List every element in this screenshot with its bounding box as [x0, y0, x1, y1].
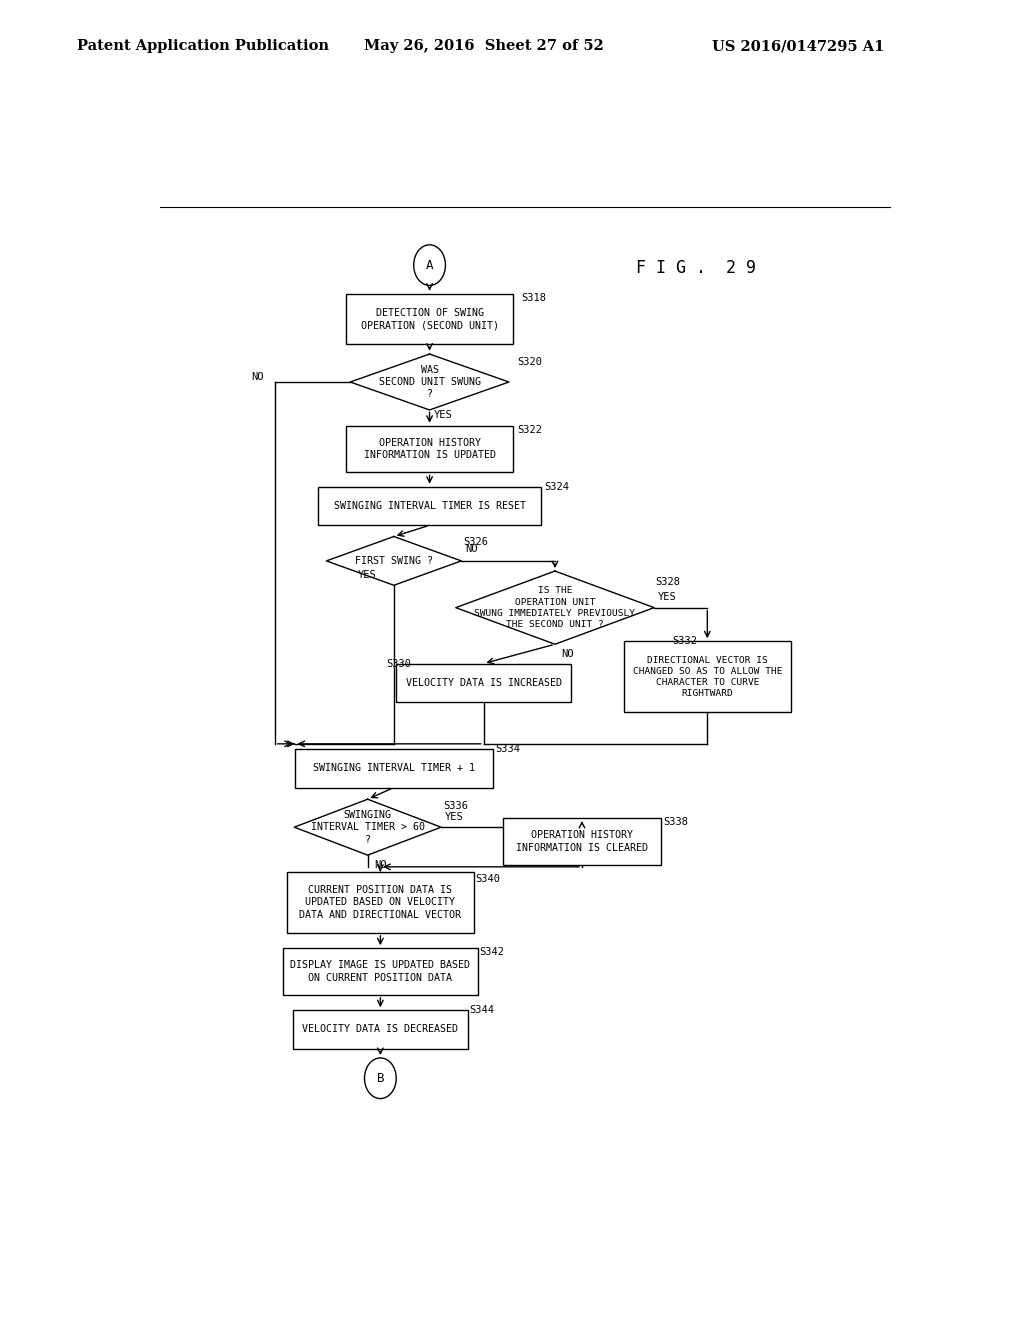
- Text: OPERATION HISTORY
INFORMATION IS CLEARED: OPERATION HISTORY INFORMATION IS CLEARED: [516, 830, 648, 853]
- Text: YES: YES: [658, 593, 677, 602]
- Text: SWINGING
INTERVAL TIMER > 60
?: SWINGING INTERVAL TIMER > 60 ?: [310, 809, 425, 845]
- Circle shape: [414, 244, 445, 285]
- Text: B: B: [377, 1072, 384, 1085]
- Text: S326: S326: [463, 537, 487, 546]
- Text: S342: S342: [479, 948, 504, 957]
- Text: IS THE
OPERATION UNIT
SWUNG IMMEDIATELY PREVIOUSLY
THE SECOND UNIT ?: IS THE OPERATION UNIT SWUNG IMMEDIATELY …: [474, 586, 636, 628]
- Polygon shape: [294, 799, 441, 855]
- Text: May 26, 2016  Sheet 27 of 52: May 26, 2016 Sheet 27 of 52: [364, 40, 603, 53]
- Text: S330: S330: [387, 659, 412, 669]
- Text: NO: NO: [374, 861, 386, 870]
- Text: DETECTION OF SWING
OPERATION (SECOND UNIT): DETECTION OF SWING OPERATION (SECOND UNI…: [360, 308, 499, 330]
- Text: US 2016/0147295 A1: US 2016/0147295 A1: [712, 40, 884, 53]
- Polygon shape: [327, 536, 462, 585]
- FancyBboxPatch shape: [284, 948, 477, 995]
- FancyBboxPatch shape: [503, 818, 662, 865]
- Text: A: A: [426, 259, 433, 272]
- FancyBboxPatch shape: [346, 426, 513, 473]
- FancyBboxPatch shape: [346, 293, 513, 345]
- Text: S320: S320: [517, 356, 542, 367]
- Text: YES: YES: [445, 812, 464, 822]
- Text: F I G .  2 9: F I G . 2 9: [636, 259, 756, 277]
- Text: S318: S318: [521, 293, 546, 302]
- Circle shape: [365, 1057, 396, 1098]
- Text: VELOCITY DATA IS DECREASED: VELOCITY DATA IS DECREASED: [302, 1024, 459, 1035]
- FancyBboxPatch shape: [318, 487, 541, 525]
- FancyBboxPatch shape: [293, 1010, 468, 1049]
- Text: VELOCITY DATA IS INCREASED: VELOCITY DATA IS INCREASED: [406, 678, 561, 688]
- Text: S328: S328: [655, 577, 681, 587]
- Text: S344: S344: [469, 1006, 495, 1015]
- Text: DISPLAY IMAGE IS UPDATED BASED
ON CURRENT POSITION DATA: DISPLAY IMAGE IS UPDATED BASED ON CURREN…: [291, 961, 470, 982]
- Text: S340: S340: [475, 874, 500, 884]
- FancyBboxPatch shape: [624, 642, 791, 713]
- Text: YES: YES: [433, 409, 453, 420]
- Polygon shape: [456, 572, 654, 644]
- Text: NO: NO: [251, 372, 263, 381]
- Text: NO: NO: [561, 649, 573, 659]
- Text: FIRST SWING ?: FIRST SWING ?: [355, 556, 433, 566]
- Text: WAS
SECOND UNIT SWUNG
?: WAS SECOND UNIT SWUNG ?: [379, 364, 480, 400]
- FancyBboxPatch shape: [396, 664, 570, 702]
- Text: YES: YES: [358, 570, 377, 579]
- Text: NO: NO: [465, 544, 478, 553]
- Text: SWINGING INTERVAL TIMER + 1: SWINGING INTERVAL TIMER + 1: [313, 763, 475, 774]
- Text: Patent Application Publication: Patent Application Publication: [77, 40, 329, 53]
- FancyBboxPatch shape: [295, 748, 494, 788]
- Text: S322: S322: [517, 425, 542, 434]
- Text: S334: S334: [496, 744, 520, 754]
- Text: DIRECTIONAL VECTOR IS
CHANGED SO AS TO ALLOW THE
CHARACTER TO CURVE
RIGHTWARD: DIRECTIONAL VECTOR IS CHANGED SO AS TO A…: [633, 656, 782, 698]
- Text: S324: S324: [545, 482, 569, 492]
- Text: S338: S338: [663, 817, 688, 828]
- Text: S336: S336: [443, 801, 468, 810]
- Text: OPERATION HISTORY
INFORMATION IS UPDATED: OPERATION HISTORY INFORMATION IS UPDATED: [364, 438, 496, 461]
- FancyBboxPatch shape: [287, 873, 474, 933]
- Text: CURRENT POSITION DATA IS
UPDATED BASED ON VELOCITY
DATA AND DIRECTIONAL VECTOR: CURRENT POSITION DATA IS UPDATED BASED O…: [299, 884, 462, 920]
- Text: SWINGING INTERVAL TIMER IS RESET: SWINGING INTERVAL TIMER IS RESET: [334, 502, 525, 511]
- Text: S332: S332: [673, 636, 697, 647]
- Polygon shape: [350, 354, 509, 411]
